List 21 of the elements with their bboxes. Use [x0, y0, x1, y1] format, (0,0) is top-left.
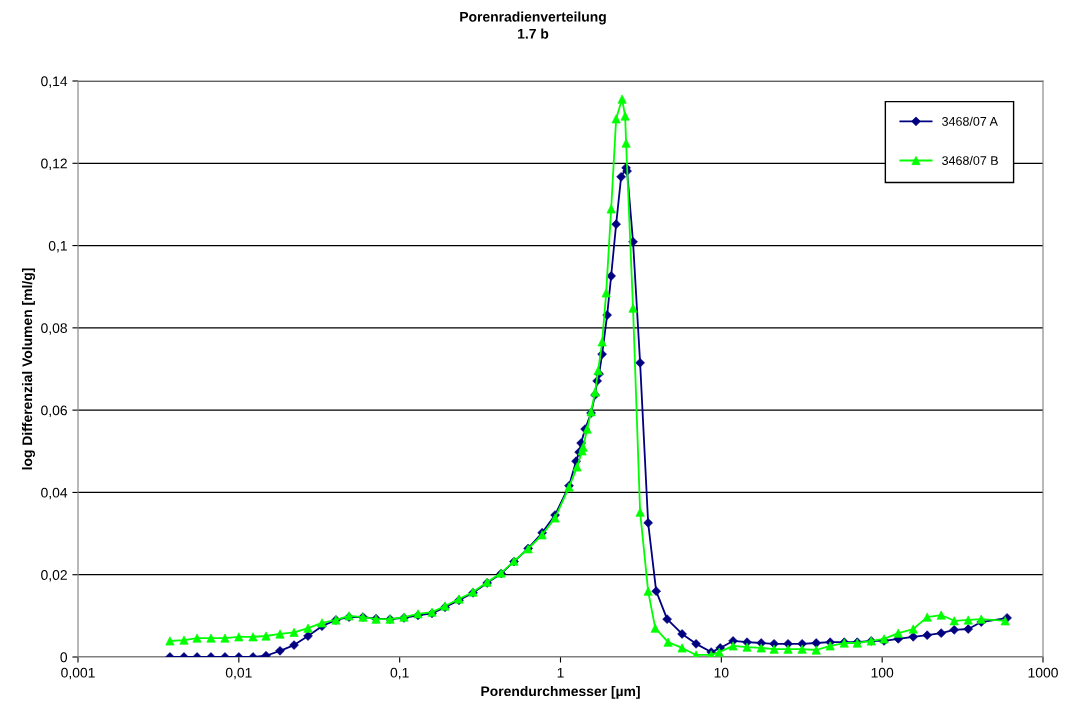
y-tick-label: 0,12	[41, 158, 67, 171]
x-tick-label: 100	[871, 667, 894, 678]
y-tick-label: 0,08	[41, 323, 67, 335]
chart-subtitle: 1.7 b	[518, 28, 549, 39]
y-tick-label: 0,04	[41, 487, 68, 500]
x-tick-label: 0,01	[225, 667, 252, 680]
x-axis-title: Porendurchmesser [µm]	[481, 685, 640, 699]
x-tick-label: 0,1	[390, 667, 409, 680]
y-tick-label: 0,14	[41, 76, 68, 88]
chart-title: Porenradienverteilung	[460, 11, 606, 25]
y-axis-title: log Differenzial Volumen [ml/g]	[21, 268, 35, 470]
legend-label: 3468/07 B	[942, 155, 998, 165]
x-tick-label: 0,001	[61, 667, 95, 680]
y-tick-label: 0,06	[41, 405, 67, 417]
x-tick-label: 1000	[1028, 667, 1058, 678]
y-tick-label: 0,1	[48, 240, 67, 253]
y-tick-label: 0,02	[41, 570, 67, 582]
x-tick-label: 1	[557, 667, 564, 678]
x-tick-label: 10	[714, 667, 729, 678]
y-tick-label: 0	[60, 652, 68, 663]
legend-label: 3468/07 A	[942, 116, 998, 126]
